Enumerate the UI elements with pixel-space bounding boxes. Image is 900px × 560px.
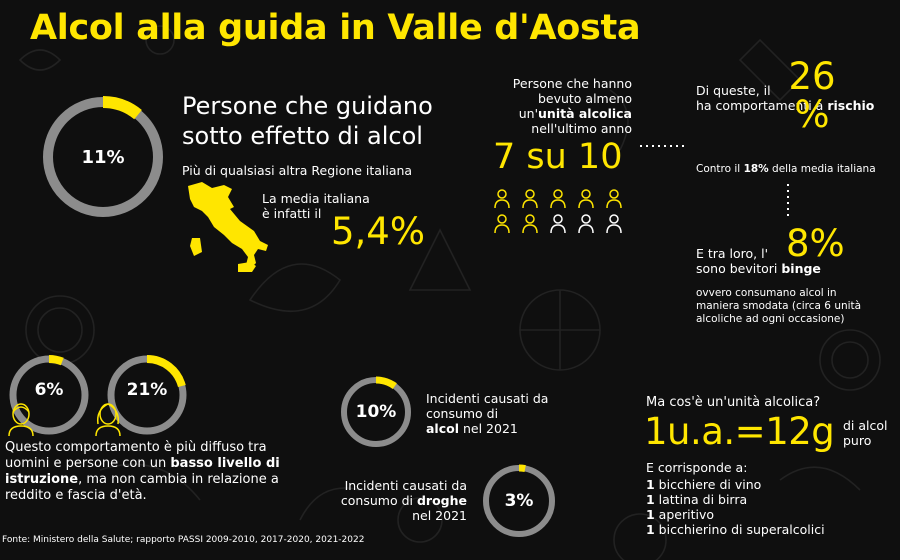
- drinkers-icon-grid: [494, 189, 622, 234]
- list-item: 1 aperitivo: [646, 507, 714, 522]
- drinkers-line2: bevuto almeno: [537, 91, 632, 106]
- women-ring-arc: [146, 355, 186, 388]
- main-title: Alcol alla guida in Valle d'Aosta: [30, 8, 641, 48]
- person-icon-filled: [522, 189, 538, 209]
- unit-formula: 1u.a.=12g: [644, 410, 835, 453]
- drinkers-value: 7 su 10: [493, 137, 623, 177]
- drivers-ring-chart: [43, 96, 163, 217]
- person-icon-empty: [550, 214, 566, 234]
- drivers-ring-arc: [102, 96, 142, 120]
- person-icon-filled: [494, 214, 510, 234]
- drinkers-line4: nell'ultimo anno: [531, 121, 632, 136]
- alcohol-accidents-ring-chart: [341, 376, 411, 447]
- women-ring-chart: [107, 355, 187, 435]
- alcohol-accidents-ring-label: 10%: [355, 402, 397, 422]
- risk-value-percent: %: [794, 93, 830, 136]
- person-icon-filled: [550, 189, 566, 209]
- drivers-headline: Persone che guidano sotto effetto di alc…: [182, 91, 433, 151]
- binge-explanation: ovvero consumano alcol in maniera smodat…: [696, 287, 862, 325]
- drug-accidents-ring-chart: [483, 464, 555, 537]
- woman-icon: [95, 403, 121, 436]
- more-than-regions-text: Più di qualsiasi altra Regione italiana: [182, 163, 413, 178]
- list-item: 1 bicchierino di superalcolici: [646, 522, 825, 537]
- binge-line1: E tra loro, l': [696, 246, 769, 261]
- italian-average-value: 5,4%: [331, 210, 425, 253]
- source-footnote: Fonte: Ministero della Salute; rapporto …: [2, 535, 365, 545]
- italy-map-icon: [188, 182, 268, 272]
- men-ring-arc: [48, 355, 64, 366]
- man-icon: [8, 403, 34, 436]
- gap-description: Questo comportamento è più diffuso tra u…: [5, 440, 280, 503]
- italian-average-line2: è infatti il: [262, 206, 322, 221]
- drinkers-line3: un'unità alcolica: [518, 106, 632, 121]
- person-icon-filled: [606, 189, 622, 209]
- person-icon-filled: [522, 214, 538, 234]
- women-ring-label: 21%: [126, 380, 168, 400]
- drivers-ring-label: 11%: [81, 147, 125, 168]
- unit-suffix: di alcol puro: [843, 418, 888, 448]
- risk-line1: Di queste, il: [696, 83, 771, 98]
- men-ring-label: 6%: [34, 380, 64, 400]
- person-icon-filled: [578, 189, 594, 209]
- list-item: 1 bicchiere di vino: [646, 477, 762, 492]
- equivalents-list: 1 bicchiere di vino 1 lattina di birra 1…: [646, 477, 825, 537]
- unit-question: Ma cos'è un'unità alcolica?: [646, 395, 821, 410]
- binge-line2: sono bevitori binge: [696, 261, 821, 276]
- risk-description: Di queste, il ha comportamenti a rischio: [696, 83, 874, 113]
- risk-line2: ha comportamenti a rischio: [696, 98, 875, 113]
- person-icon-filled: [494, 189, 510, 209]
- alcohol-accidents-ring-arc: [375, 376, 397, 390]
- drinkers-description: Persone che hanno bevuto almeno un'unità…: [470, 76, 632, 136]
- risk-value-number: 26: [788, 55, 836, 98]
- drinkers-line1: Persone che hanno: [512, 76, 632, 91]
- drivers-headline-line1: Persone che guidano: [182, 92, 433, 120]
- list-item: 1 lattina di birra: [646, 492, 748, 507]
- drug-accidents-description: Incidenti causati da consumo di droghe n…: [340, 478, 467, 523]
- drug-accidents-ring-arc: [518, 464, 526, 473]
- dotted-connector-vertical: [787, 184, 789, 216]
- italian-average-line1: La media italiana: [262, 191, 370, 206]
- equivalents-title: E corrisponde a:: [646, 460, 748, 475]
- italian-average-text: La media italiana è infatti il: [262, 191, 370, 221]
- binge-description: E tra loro, l' sono bevitori binge: [696, 246, 821, 276]
- dotted-connector-horizontal: [640, 145, 686, 147]
- person-icon-empty: [606, 214, 622, 234]
- drug-accidents-ring-label: 3%: [504, 491, 534, 511]
- drivers-headline-line2: sotto effetto di alcol: [182, 122, 423, 150]
- binge-value: 8%: [786, 222, 845, 265]
- person-icon-empty: [578, 214, 594, 234]
- alcohol-accidents-description: Incidenti causati da consumo di alcol ne…: [426, 391, 549, 436]
- risk-vs-italy: Contro il 18% della media italiana: [696, 163, 876, 175]
- men-ring-chart: [9, 355, 89, 435]
- risk-value: 26 %: [784, 58, 840, 134]
